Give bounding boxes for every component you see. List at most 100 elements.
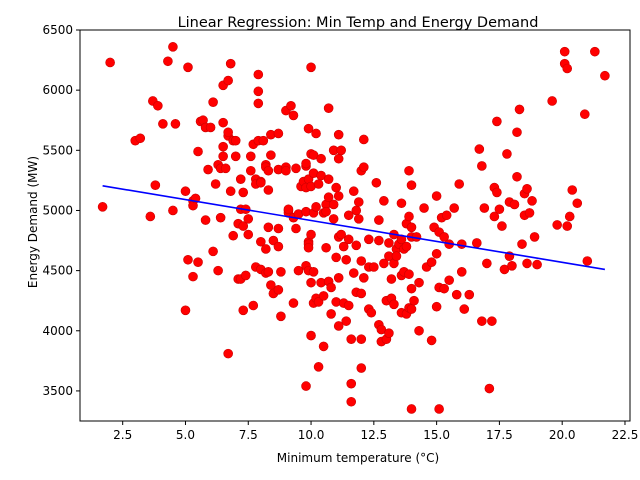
data-point xyxy=(529,232,540,242)
data-point xyxy=(286,100,296,111)
data-point xyxy=(404,269,414,280)
data-point xyxy=(386,274,397,284)
data-point xyxy=(200,215,211,225)
data-point xyxy=(371,177,382,188)
data-point xyxy=(168,42,178,52)
data-point xyxy=(333,191,344,201)
x-tick-label: 7.5 xyxy=(239,428,258,442)
x-tick-label: 20.0 xyxy=(549,428,576,442)
data-point xyxy=(431,248,442,259)
data-point xyxy=(203,164,213,175)
data-point xyxy=(288,298,299,308)
data-point xyxy=(522,184,532,194)
regression-line-layer xyxy=(102,185,606,271)
x-tick-label: 17.5 xyxy=(486,428,513,442)
data-point xyxy=(579,109,590,120)
data-point xyxy=(406,222,417,233)
data-point xyxy=(225,58,236,69)
data-point xyxy=(434,404,444,414)
data-point xyxy=(471,238,482,248)
data-point xyxy=(321,206,331,217)
data-point xyxy=(431,301,442,312)
data-point xyxy=(193,146,203,157)
data-point xyxy=(338,241,349,252)
data-point xyxy=(356,334,367,344)
data-point xyxy=(105,57,115,68)
data-point xyxy=(323,174,334,184)
data-point xyxy=(406,180,417,190)
data-point xyxy=(404,211,414,222)
data-point xyxy=(308,267,319,277)
data-point xyxy=(384,238,394,248)
y-tick-label: 5500 xyxy=(42,143,73,157)
data-point xyxy=(326,309,336,319)
y-axis-label: Energy Demand (MW) xyxy=(26,156,40,288)
x-axis-label: Minimum temperature (°C) xyxy=(277,451,439,465)
data-point xyxy=(477,161,487,171)
data-point xyxy=(205,122,216,133)
data-point xyxy=(276,267,286,277)
plot-frame xyxy=(79,29,631,422)
data-point xyxy=(351,240,362,251)
data-point xyxy=(444,275,454,286)
data-point xyxy=(230,135,241,146)
data-point xyxy=(210,179,221,189)
data-point xyxy=(406,304,417,314)
data-point xyxy=(379,196,389,206)
data-point xyxy=(426,257,437,267)
data-point xyxy=(547,96,557,106)
data-point xyxy=(188,271,198,282)
data-point xyxy=(351,205,362,216)
x-tick-label: 5.0 xyxy=(176,428,195,442)
data-point xyxy=(487,316,497,326)
data-point xyxy=(341,316,352,326)
y-tick-label: 4500 xyxy=(42,264,73,278)
data-point xyxy=(374,235,384,246)
data-point xyxy=(180,305,191,316)
data-point xyxy=(464,289,475,300)
data-point xyxy=(180,186,191,197)
data-point xyxy=(406,283,417,294)
data-point xyxy=(439,283,449,294)
data-point xyxy=(391,251,402,261)
y-tick-label: 6000 xyxy=(42,83,73,97)
data-point xyxy=(263,165,274,176)
data-point xyxy=(348,186,359,197)
data-point xyxy=(502,149,512,159)
y-tick-label: 6500 xyxy=(42,23,73,37)
data-point xyxy=(291,163,301,174)
y-tick-label: 5000 xyxy=(42,203,73,217)
data-point xyxy=(333,153,344,164)
x-tick-label: 10.0 xyxy=(298,428,325,442)
data-point xyxy=(261,244,271,254)
data-point xyxy=(266,150,276,160)
data-point xyxy=(343,210,354,221)
data-point xyxy=(562,63,573,74)
regression-line xyxy=(102,185,606,271)
x-tick-label: 15.0 xyxy=(423,428,450,442)
data-point xyxy=(306,330,316,341)
data-point xyxy=(323,192,334,203)
data-point xyxy=(341,254,352,265)
data-point xyxy=(316,153,326,164)
data-point xyxy=(258,135,269,146)
data-point xyxy=(497,221,507,231)
data-point xyxy=(517,239,527,249)
data-point xyxy=(451,289,462,300)
data-point xyxy=(273,128,284,139)
data-point xyxy=(253,69,264,80)
data-point xyxy=(291,223,301,234)
data-point xyxy=(323,103,334,113)
data-point xyxy=(600,70,610,81)
data-point xyxy=(135,133,146,144)
data-point xyxy=(384,328,394,338)
data-point xyxy=(288,110,299,121)
data-point xyxy=(374,215,384,225)
data-point xyxy=(559,46,570,57)
data-point xyxy=(301,381,311,391)
data-point xyxy=(456,267,467,277)
data-point xyxy=(582,256,593,266)
data-point xyxy=(409,295,419,306)
data-point xyxy=(333,273,344,283)
data-point xyxy=(552,220,562,230)
